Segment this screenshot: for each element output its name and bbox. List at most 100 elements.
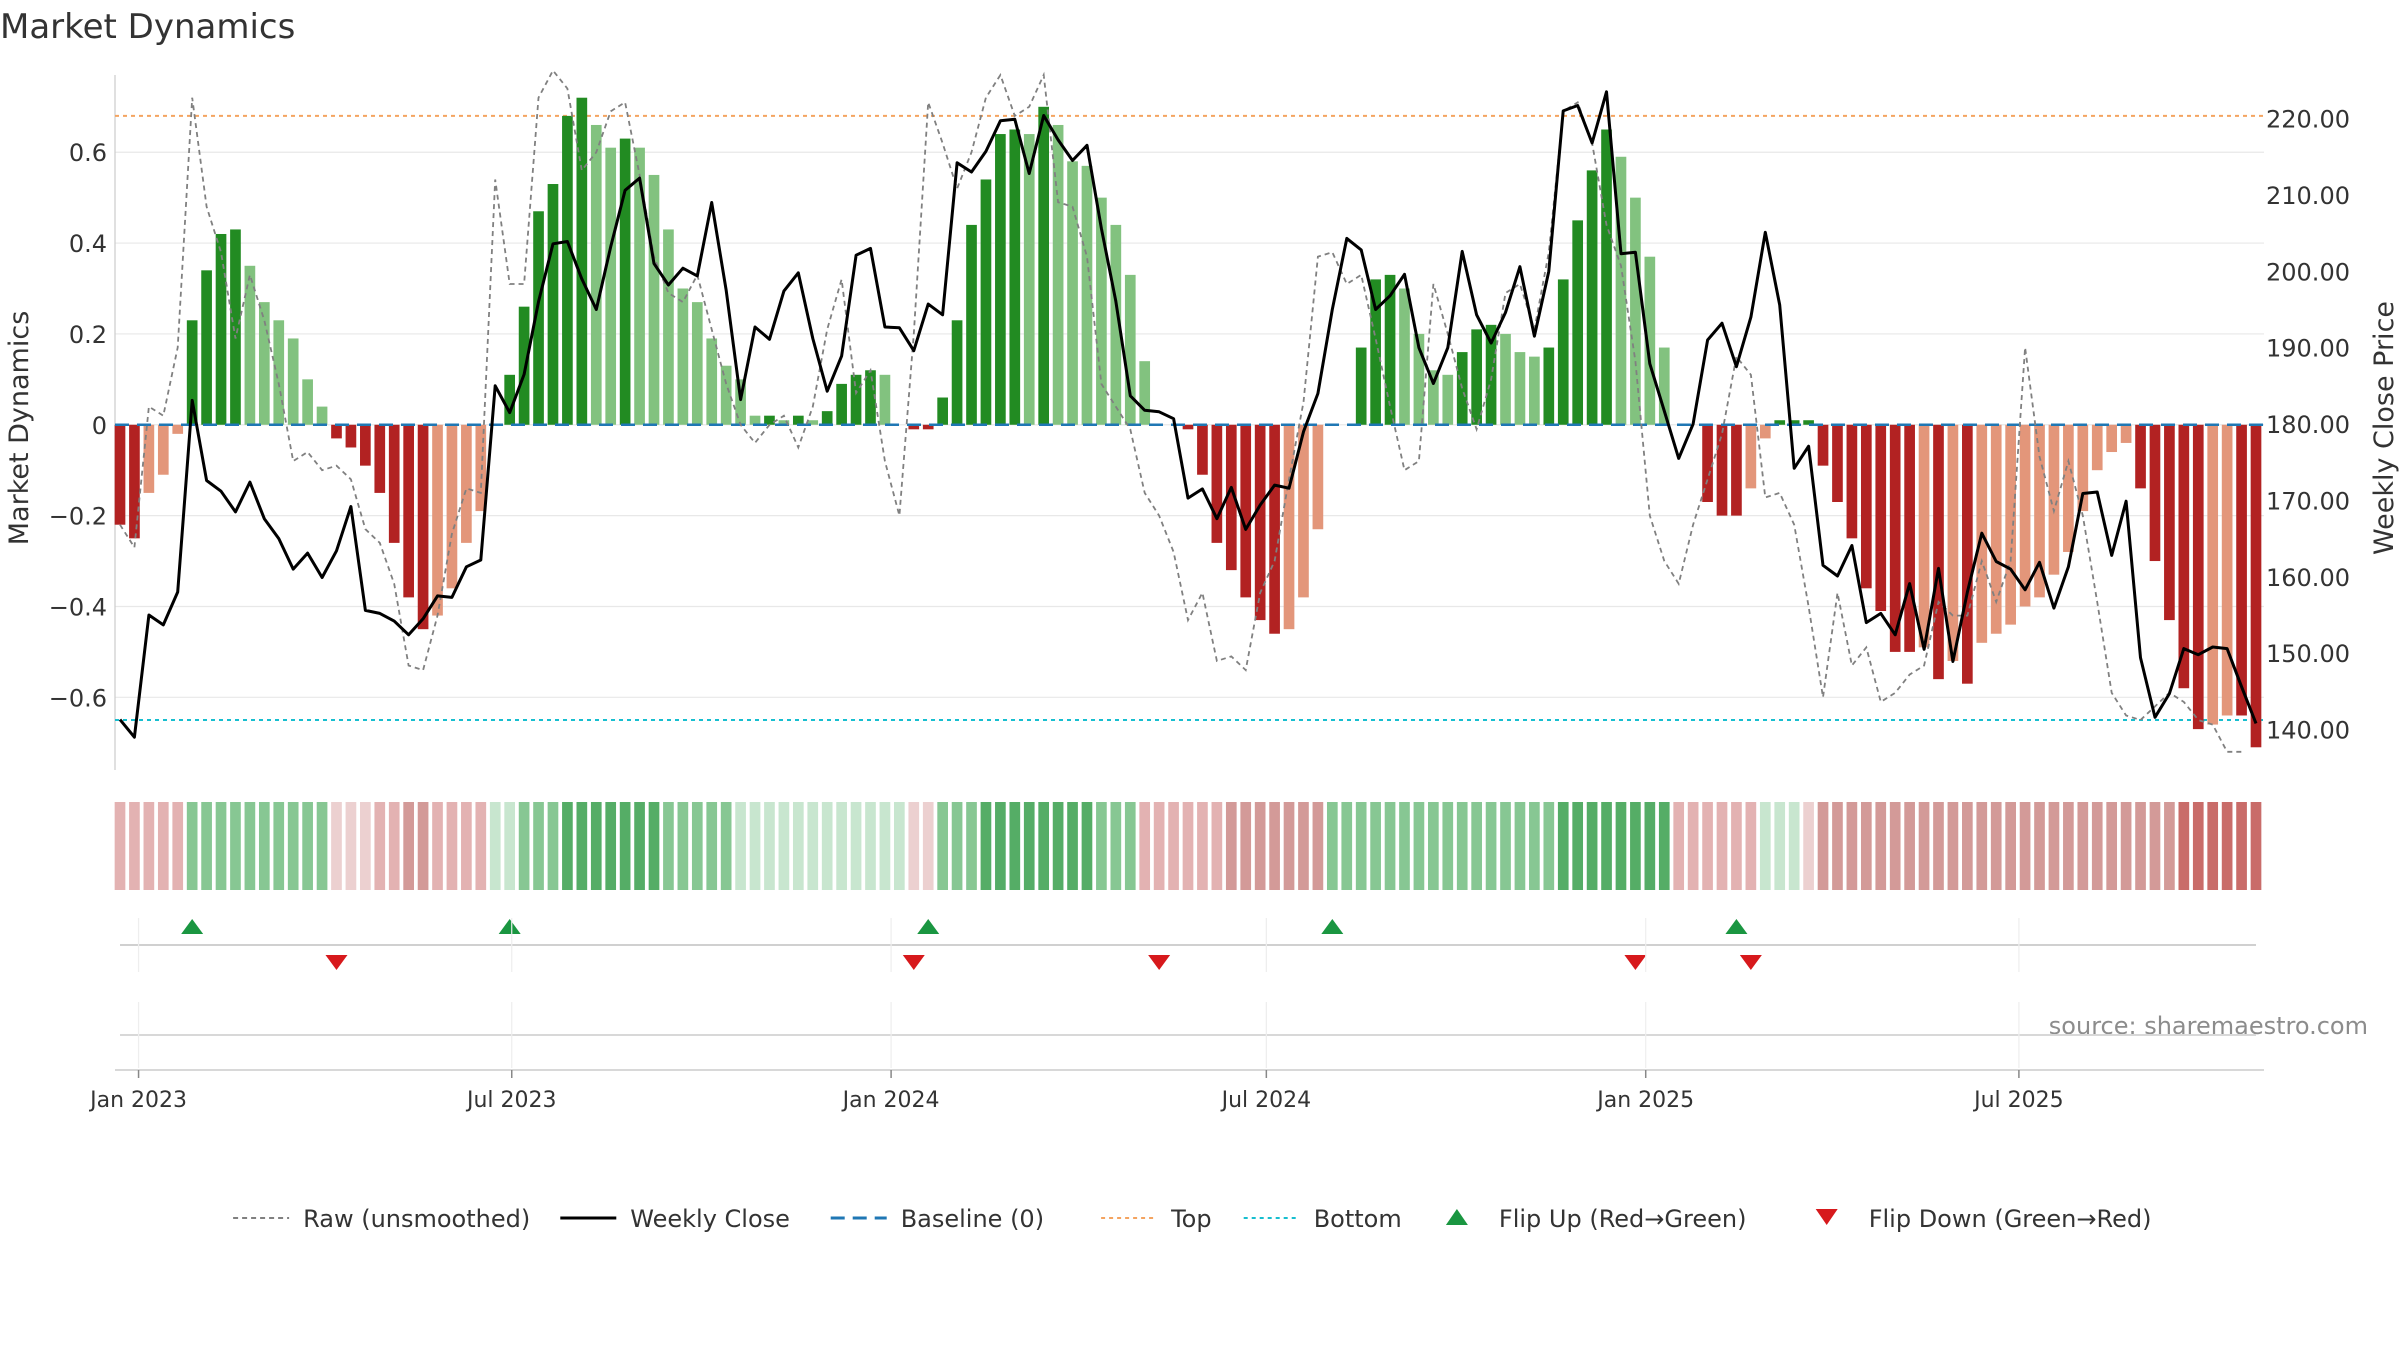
regime-cell [1038, 802, 1050, 890]
regime-cell [1326, 802, 1338, 890]
regime-cell [562, 802, 573, 890]
regime-cell [1586, 802, 1598, 890]
regime-cell [345, 802, 357, 890]
md-bar [562, 115, 573, 425]
md-bar [1889, 424, 1901, 652]
regime-cell [489, 802, 501, 890]
regime-cell [1240, 802, 1252, 890]
md-bar [1052, 124, 1064, 425]
md-bar [1514, 352, 1526, 425]
md-bar [432, 424, 443, 616]
regime-cell [1471, 802, 1482, 890]
y-tick-label-right: 210.00 [2266, 182, 2350, 210]
md-bar [345, 424, 357, 448]
legend-label: Baseline (0) [901, 1205, 1044, 1233]
md-bar [1586, 170, 1598, 425]
regime-cell [360, 802, 371, 890]
regime-cell [1067, 802, 1078, 890]
regime-cell [1110, 802, 1122, 890]
md-bar [663, 229, 674, 425]
md-bar [1211, 424, 1223, 543]
regime-cell [1860, 802, 1872, 890]
regime-cell [244, 802, 256, 890]
regime-cell [879, 802, 891, 890]
regime-cell [966, 802, 977, 890]
regime-cell [1673, 802, 1685, 890]
legend-label: Raw (unsmoothed) [303, 1205, 530, 1233]
md-bar [547, 184, 559, 425]
md-bar [1990, 424, 2002, 634]
regime-cell [1500, 802, 1511, 890]
md-bar [403, 424, 414, 598]
regime-cell [186, 802, 198, 890]
regime-cell [1009, 802, 1021, 890]
y-tick-label-right: 150.00 [2266, 640, 2350, 668]
regime-cell [1096, 802, 1107, 890]
regime-cell [1817, 802, 1829, 890]
y-tick-label-right: 160.00 [2266, 564, 2350, 592]
md-bar [1658, 347, 1670, 425]
flip-up-marker [181, 919, 204, 934]
md-bar [1788, 420, 1800, 425]
regime-cell [2250, 802, 2262, 890]
md-bar [258, 302, 270, 425]
regime-cell [663, 802, 674, 890]
md-bar [1399, 288, 1410, 425]
md-bar [1283, 424, 1295, 630]
regime-cell [2221, 802, 2233, 890]
md-bar [1428, 370, 1439, 425]
md-bar [1817, 424, 1829, 466]
regime-cell [1312, 802, 1324, 890]
regime-cell [706, 802, 718, 890]
regime-cell [1023, 802, 1035, 890]
md-bar [504, 374, 516, 425]
regime-cell [1687, 802, 1699, 890]
md-bar [2077, 424, 2089, 512]
regime-cell [475, 802, 487, 890]
regime-cell [2192, 802, 2204, 890]
regime-cell [1413, 802, 1425, 890]
md-bar [1529, 356, 1540, 425]
md-bar [1702, 424, 1713, 502]
md-bar [1933, 424, 1944, 680]
md-bar [2034, 424, 2045, 598]
md-bar [1500, 333, 1511, 425]
md-bar [1009, 129, 1021, 425]
regime-cell [648, 802, 660, 890]
regime-cell [2063, 802, 2074, 890]
regime-cell [1832, 802, 1843, 890]
md-bar [2221, 424, 2233, 716]
md-bar [1485, 324, 1497, 425]
md-bar [749, 415, 761, 425]
regime-cell [1947, 802, 1959, 890]
regime-cell [374, 802, 386, 890]
regime-cell [273, 802, 285, 890]
regime-cell [2048, 802, 2060, 890]
legend-label: Weekly Close [630, 1205, 790, 1233]
md-bar [980, 179, 992, 425]
regime-cell [1081, 802, 1093, 890]
regime-cell [922, 802, 934, 890]
regime-cell [302, 802, 313, 890]
regime-cell [778, 802, 790, 890]
flip-down-marker [325, 955, 348, 970]
legend-item: Top [1101, 1205, 1212, 1233]
y-axis-label-left: Market Dynamics [4, 311, 35, 546]
md-bar [1456, 352, 1468, 425]
regime-cell [951, 802, 963, 890]
regime-cell [605, 802, 617, 890]
md-bar [836, 383, 847, 425]
legend-swatch-flip-up [1445, 1209, 1468, 1225]
regime-cell [1355, 802, 1367, 890]
md-bar [1962, 424, 1973, 684]
md-bar [1832, 424, 1843, 502]
regime-cell [201, 802, 212, 890]
flip-up-marker [498, 919, 521, 934]
regime-cell [2106, 802, 2118, 890]
md-bar [533, 211, 544, 425]
regime-cell [1774, 802, 1786, 890]
regime-cell [2019, 802, 2031, 890]
flip-down-marker [1624, 955, 1647, 970]
md-bar [230, 229, 241, 425]
